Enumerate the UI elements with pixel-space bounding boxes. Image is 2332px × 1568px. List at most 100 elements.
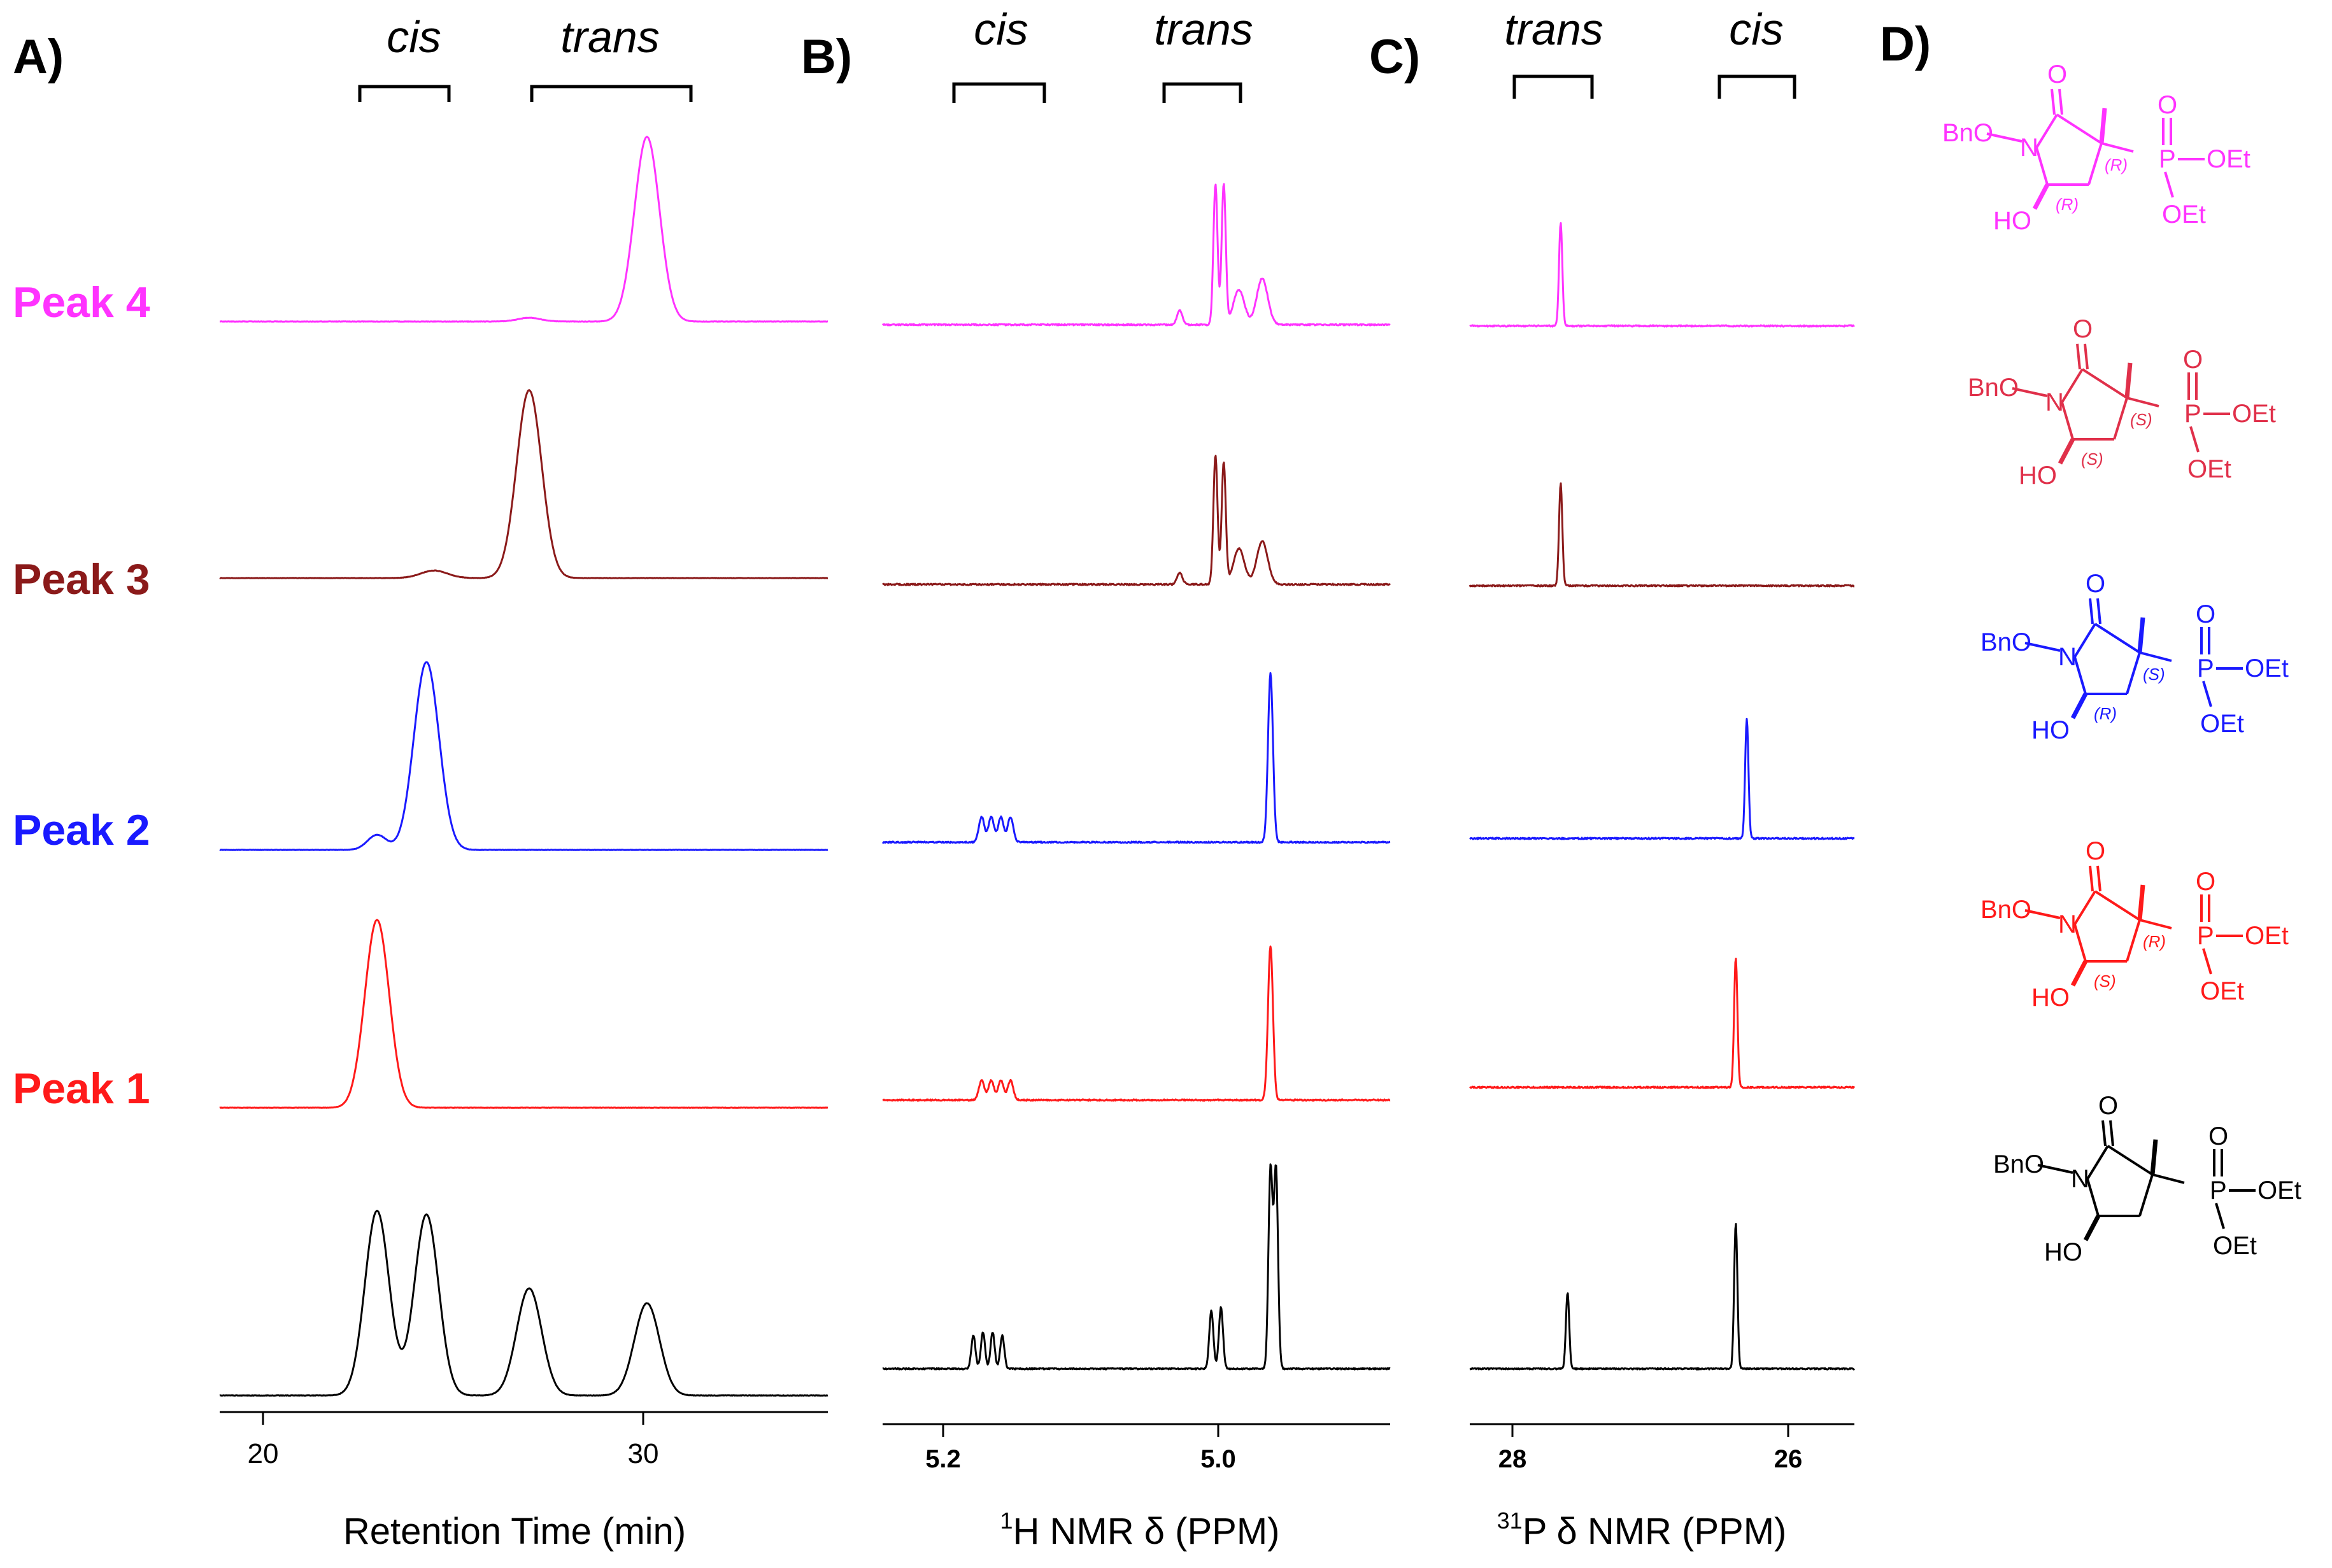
phosphorus-label: P: [2210, 1176, 2227, 1204]
bond: [2073, 656, 2087, 695]
traces: [219, 136, 1856, 1397]
bond: [2061, 368, 2084, 404]
carbonyl-bond: [2109, 1120, 2114, 1147]
bond: [2215, 1203, 2225, 1229]
trace-c-mixture: [1469, 1223, 1856, 1371]
trace-b-peak-4: [881, 183, 1391, 327]
oet-label-2: OEt: [2200, 977, 2244, 1005]
bracket-a-trans: [530, 85, 693, 102]
stereo-label-2: (R): [2094, 704, 2117, 723]
hydroxyl-label: HO: [1993, 207, 2031, 235]
carbonyl-oxygen-label: O: [2047, 60, 2067, 88]
tick-label-b-50: 5.0: [1200, 1445, 1236, 1473]
carbonyl-oxygen-label: O: [2073, 315, 2093, 343]
oet-label-2: OEt: [2213, 1232, 2257, 1260]
carbonyl-bond: [2096, 865, 2101, 892]
phosphorus-label: P: [2197, 922, 2214, 950]
axis-c: 28 26 31P δ NMR (PPM): [1470, 1423, 1854, 1552]
bond: [2164, 171, 2174, 198]
axis-title-a: Retention Time (min): [343, 1511, 686, 1552]
panel-label-d: D): [1880, 17, 1931, 71]
group-labels-a: cis trans: [358, 12, 693, 102]
nitrogen-label: N: [2045, 388, 2064, 416]
bond: [2081, 368, 2128, 399]
trace-b-peak-1: [882, 945, 1391, 1102]
phosphorus-label: P: [2184, 400, 2201, 428]
phosphoryl-oxygen-label: O: [2208, 1122, 2228, 1150]
trace-a-peak-3: [219, 389, 828, 579]
bond: [2073, 924, 2087, 962]
bno-label: BnO: [1942, 119, 1993, 147]
bond: [2024, 642, 2061, 652]
trace-c-peak-3: [1468, 482, 1855, 588]
bond: [2086, 1145, 2109, 1180]
bond: [2073, 623, 2096, 658]
hydroxyl-label: HO: [2044, 1238, 2082, 1266]
tick-label-a-30: 30: [628, 1438, 659, 1469]
bond: [2058, 438, 2075, 465]
axis-title-c-sup: 31: [1497, 1508, 1523, 1534]
group-label-b-trans: trans: [1154, 4, 1253, 54]
bond: [2202, 681, 2212, 707]
trace-b-mixture: [882, 1163, 1391, 1371]
axis-title-c-main: P δ NMR (PPM): [1523, 1511, 1787, 1552]
trace-b-peak-3: [882, 455, 1391, 586]
tick-label-a-20: 20: [248, 1438, 279, 1469]
bond: [2126, 652, 2141, 695]
tick-label-c-26: 26: [1774, 1445, 1803, 1473]
peak-label-1: Peak 1: [13, 1064, 150, 1113]
phosphorus-label: P: [2159, 145, 2176, 173]
oet-label-1: OEt: [2257, 1176, 2301, 1204]
trace-a-peak-2: [219, 661, 828, 851]
bond: [2073, 890, 2096, 926]
bond: [1986, 132, 2023, 143]
bno-label: BnO: [1980, 896, 2031, 924]
bond: [2032, 183, 2050, 210]
bond: [2113, 397, 2128, 440]
bond: [2070, 960, 2088, 987]
peak-label-4: Peak 4: [13, 278, 150, 327]
peak-label-3: Peak 3: [13, 555, 150, 604]
trace-b-peak-2: [881, 672, 1391, 844]
oet-label-1: OEt: [2232, 400, 2276, 428]
group-label-a-trans: trans: [560, 12, 660, 62]
bond: [2086, 1178, 2100, 1217]
carbonyl-oxygen-label: O: [2086, 570, 2105, 598]
group-labels-c: trans cis: [1504, 4, 1796, 99]
group-label-a-cis: cis: [387, 12, 441, 62]
carbonyl-oxygen-label: O: [2098, 1092, 2118, 1120]
bond: [2150, 1139, 2158, 1175]
bno-label: BnO: [1980, 628, 2031, 656]
bond: [2094, 623, 2141, 654]
stereo-label-2: (S): [2081, 449, 2103, 469]
tick-label-c-28: 28: [1498, 1445, 1527, 1473]
carbonyl-bond: [2076, 343, 2081, 370]
carbonyl-bond: [2084, 343, 2089, 370]
panel-label-b: B): [801, 30, 852, 84]
axis-title-b-sup: 1: [1000, 1508, 1013, 1534]
bond: [2189, 426, 2200, 453]
carbonyl-bond: [2089, 598, 2094, 625]
phosphoryl-oxygen-label: O: [2158, 91, 2177, 119]
trace-a-peak-4: [219, 136, 828, 323]
group-label-b-cis: cis: [974, 4, 1028, 54]
bracket-c-trans: [1512, 74, 1594, 99]
bond: [2101, 142, 2134, 153]
axis-b: 5.2 5.0 1H NMR δ (PPM): [883, 1423, 1390, 1552]
tick-label-b-52: 5.2: [925, 1445, 961, 1473]
group-labels-b: cis trans: [952, 4, 1253, 103]
phosphoryl-oxygen-label: O: [2196, 868, 2215, 896]
nitrogen-label: N: [2071, 1165, 2089, 1193]
hydroxyl-label: HO: [2019, 462, 2057, 490]
bracket-a-cis: [358, 85, 451, 102]
carbonyl-bond: [2051, 88, 2056, 115]
phosphoryl-oxygen-label: O: [2196, 600, 2215, 628]
bond: [2024, 909, 2061, 919]
oet-label-1: OEt: [2245, 922, 2289, 950]
bond: [2202, 948, 2212, 975]
